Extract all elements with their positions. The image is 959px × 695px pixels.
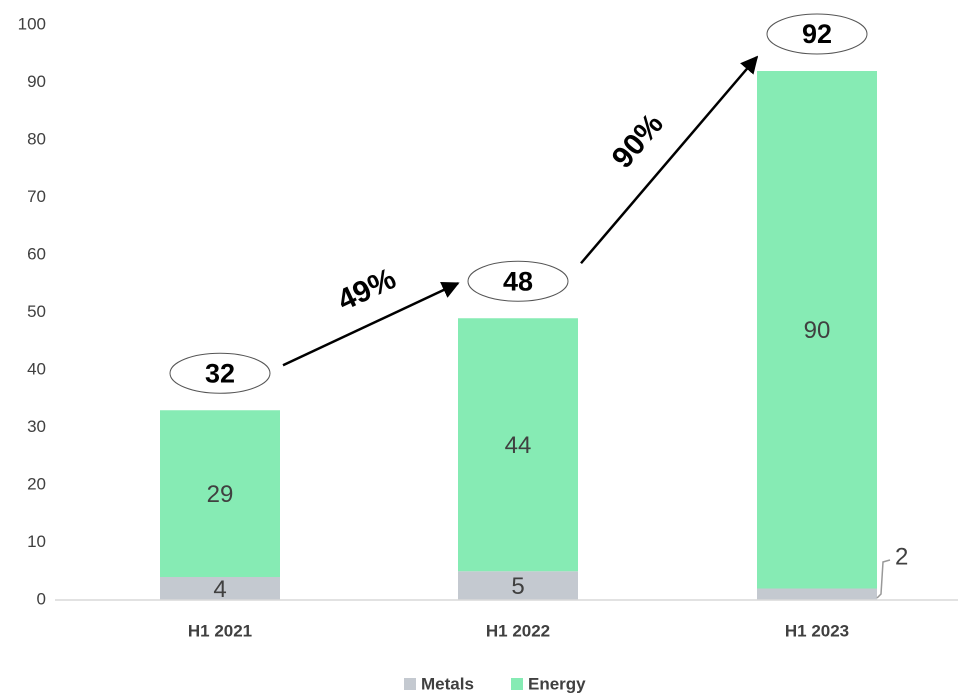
y-tick-label: 20 [27, 474, 46, 493]
segment-label: 4 [213, 576, 226, 603]
x-tick-label: H1 2022 [486, 621, 550, 640]
bar-segment [757, 588, 877, 600]
y-tick-label: 70 [27, 187, 46, 206]
legend-swatch [404, 678, 416, 690]
segment-label: 90 [804, 317, 831, 344]
bar-segment [757, 71, 877, 589]
y-tick-label: 0 [37, 589, 46, 608]
y-tick-label: 50 [27, 302, 46, 321]
total-bubble [467, 260, 569, 302]
legend-label: Metals [421, 674, 474, 693]
total-label: 32 [205, 358, 235, 388]
leader-line [876, 559, 891, 599]
segment-label: 44 [505, 432, 532, 459]
bar-segment [458, 318, 578, 572]
bar-segment [458, 571, 578, 600]
total-bubble [169, 352, 271, 394]
segment-label: 5 [511, 573, 524, 600]
y-tick-label: 30 [27, 417, 46, 436]
segment-label: 29 [207, 481, 234, 508]
total-bubble [766, 13, 868, 55]
y-tick-label: 40 [27, 359, 46, 378]
x-tick-label: H1 2021 [188, 621, 252, 640]
growth-arrow [580, 55, 759, 265]
y-tick-label: 90 [27, 72, 46, 91]
legend-swatch [511, 678, 523, 690]
bar-segment [160, 410, 280, 577]
growth-label: 49% [333, 262, 401, 317]
bar-segment [160, 577, 280, 600]
y-tick-label: 80 [27, 129, 46, 148]
growth-arrow [282, 282, 460, 367]
y-tick-label: 100 [18, 14, 46, 33]
legend-label: Energy [528, 674, 586, 693]
y-tick-label: 10 [27, 532, 46, 551]
x-tick-label: H1 2023 [785, 621, 849, 640]
total-label: 92 [802, 19, 832, 49]
total-label: 48 [503, 266, 533, 296]
y-tick-label: 60 [27, 244, 46, 263]
segment-label: 2 [895, 543, 908, 570]
growth-label: 90% [606, 108, 670, 175]
